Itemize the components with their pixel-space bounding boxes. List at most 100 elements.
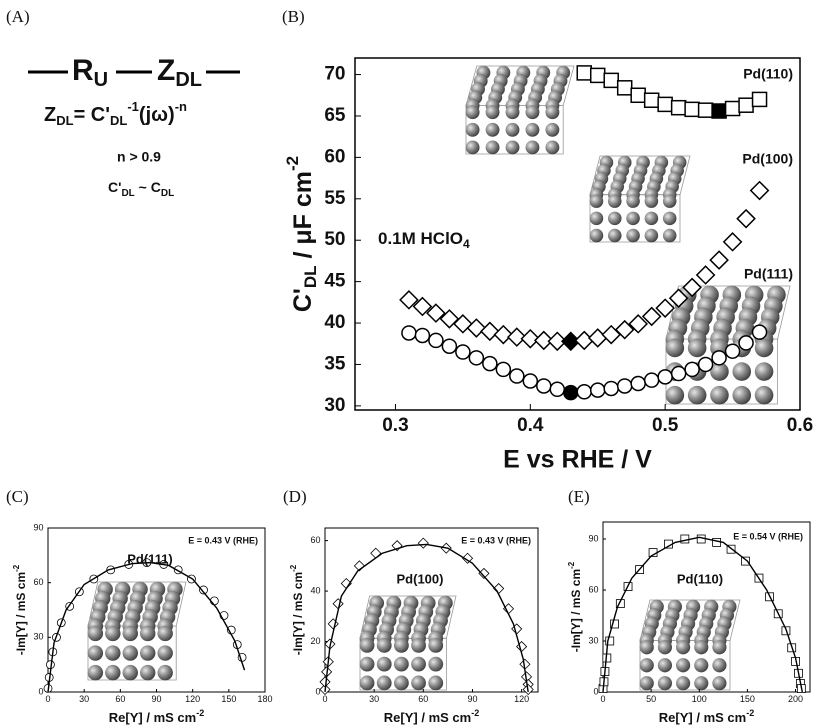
marker: [412, 296, 433, 317]
approximation: C'DL ~ CDL: [108, 179, 174, 199]
y-tick-label: 60: [310, 535, 320, 545]
marker: [722, 232, 743, 252]
panel-label: (D): [283, 487, 307, 506]
label-sup: -2: [283, 156, 302, 171]
marker: [711, 350, 727, 366]
panel-label: (A): [6, 7, 30, 26]
atom: [545, 105, 560, 120]
marker: [724, 343, 741, 359]
atom: [657, 640, 673, 655]
atom: [87, 645, 104, 661]
x-tick-label: 0: [45, 694, 50, 704]
marker: [507, 327, 527, 347]
atom: [359, 637, 375, 653]
atom: [754, 362, 774, 381]
atom: [607, 211, 622, 226]
atom: [589, 194, 604, 208]
atom: [545, 122, 560, 137]
marker: [630, 87, 646, 104]
atom: [545, 140, 560, 155]
marker: [643, 92, 660, 108]
marker: [576, 65, 592, 81]
marker: [657, 96, 673, 113]
atom: [754, 385, 774, 405]
marker: [574, 330, 595, 351]
y-axis-label: C'DL / μF cm-2: [283, 156, 320, 312]
marker: [522, 373, 539, 389]
marker: [738, 97, 754, 113]
atom: [525, 140, 540, 155]
circuit-panel: (A) RU ZDL ZDL= C'DL-1(jω)-n n > 0.9 C'D…: [6, 7, 240, 199]
marker: [482, 355, 498, 372]
crystal-model: [665, 285, 791, 405]
eq-part: -1: [127, 99, 139, 114]
marker: [319, 676, 331, 688]
atom: [465, 122, 480, 137]
panel-label: (C): [6, 487, 29, 506]
marker: [332, 598, 344, 610]
marker: [603, 380, 619, 397]
approx-part: DL: [161, 188, 174, 199]
x-tick-label: 0.6: [787, 415, 813, 436]
fit-line: [324, 543, 529, 693]
atom: [589, 211, 604, 226]
marker: [628, 314, 648, 334]
x-axis-label: E vs RHE / V: [503, 446, 652, 474]
x-tick-label: 200: [788, 694, 803, 704]
x-tick-label: 100: [692, 694, 707, 704]
atom: [157, 625, 173, 642]
x-tick-label: 50: [646, 694, 656, 704]
equation: ZDL= C'DL-1(jω)-n: [44, 99, 187, 128]
atom: [122, 625, 138, 642]
marker: [327, 618, 339, 630]
x-tick-label: 0.3: [382, 415, 408, 436]
atom: [665, 338, 685, 358]
marker: [495, 361, 512, 378]
resistor-label: RU: [72, 54, 108, 91]
panel-label: (E): [568, 487, 590, 506]
atom: [589, 228, 604, 243]
marker: [684, 361, 700, 378]
marker: [751, 324, 768, 340]
y-tick-label: 65: [324, 105, 346, 126]
atom: [525, 122, 540, 137]
atom: [626, 194, 640, 208]
atom: [732, 362, 752, 381]
marker: [616, 80, 633, 96]
label-text: Re[Y] / mS cm: [659, 710, 746, 725]
x-tick-label: 90: [151, 694, 161, 704]
marker: [655, 298, 675, 318]
marker: [741, 556, 750, 566]
marker: [426, 303, 446, 323]
atom: [712, 640, 727, 655]
x-tick-label: 0: [600, 694, 605, 704]
y-axis-label: -Im[Y] / mS cm-2: [567, 561, 583, 652]
marker: [441, 338, 458, 354]
y-tick-label: 55: [324, 188, 346, 209]
atom: [465, 105, 480, 120]
atom: [665, 385, 685, 405]
annotation-text: 0.1M HClO: [378, 229, 463, 248]
annotation-sub: 4: [463, 237, 470, 251]
atom: [359, 656, 375, 672]
label-text: Re[Y] / mS cm: [384, 710, 471, 725]
marker: [712, 538, 722, 547]
marker: [697, 356, 714, 373]
marker: [630, 375, 646, 392]
atom: [393, 675, 409, 691]
plot-frame: [602, 521, 811, 693]
atom: [525, 105, 540, 120]
element-symbol: Z: [157, 54, 175, 87]
atom: [485, 122, 500, 137]
resistor-subscript: U: [94, 69, 108, 91]
marker: [587, 328, 608, 348]
y-tick-label: 40: [310, 585, 320, 595]
label-sub: DL: [301, 265, 320, 288]
y-tick-label: 60: [588, 584, 598, 594]
annotation: E = 0.43 V (RHE): [188, 535, 258, 545]
resistor-symbol: R: [72, 54, 94, 87]
atom: [393, 637, 409, 653]
marker: [563, 384, 579, 401]
fit-line: [47, 561, 246, 693]
